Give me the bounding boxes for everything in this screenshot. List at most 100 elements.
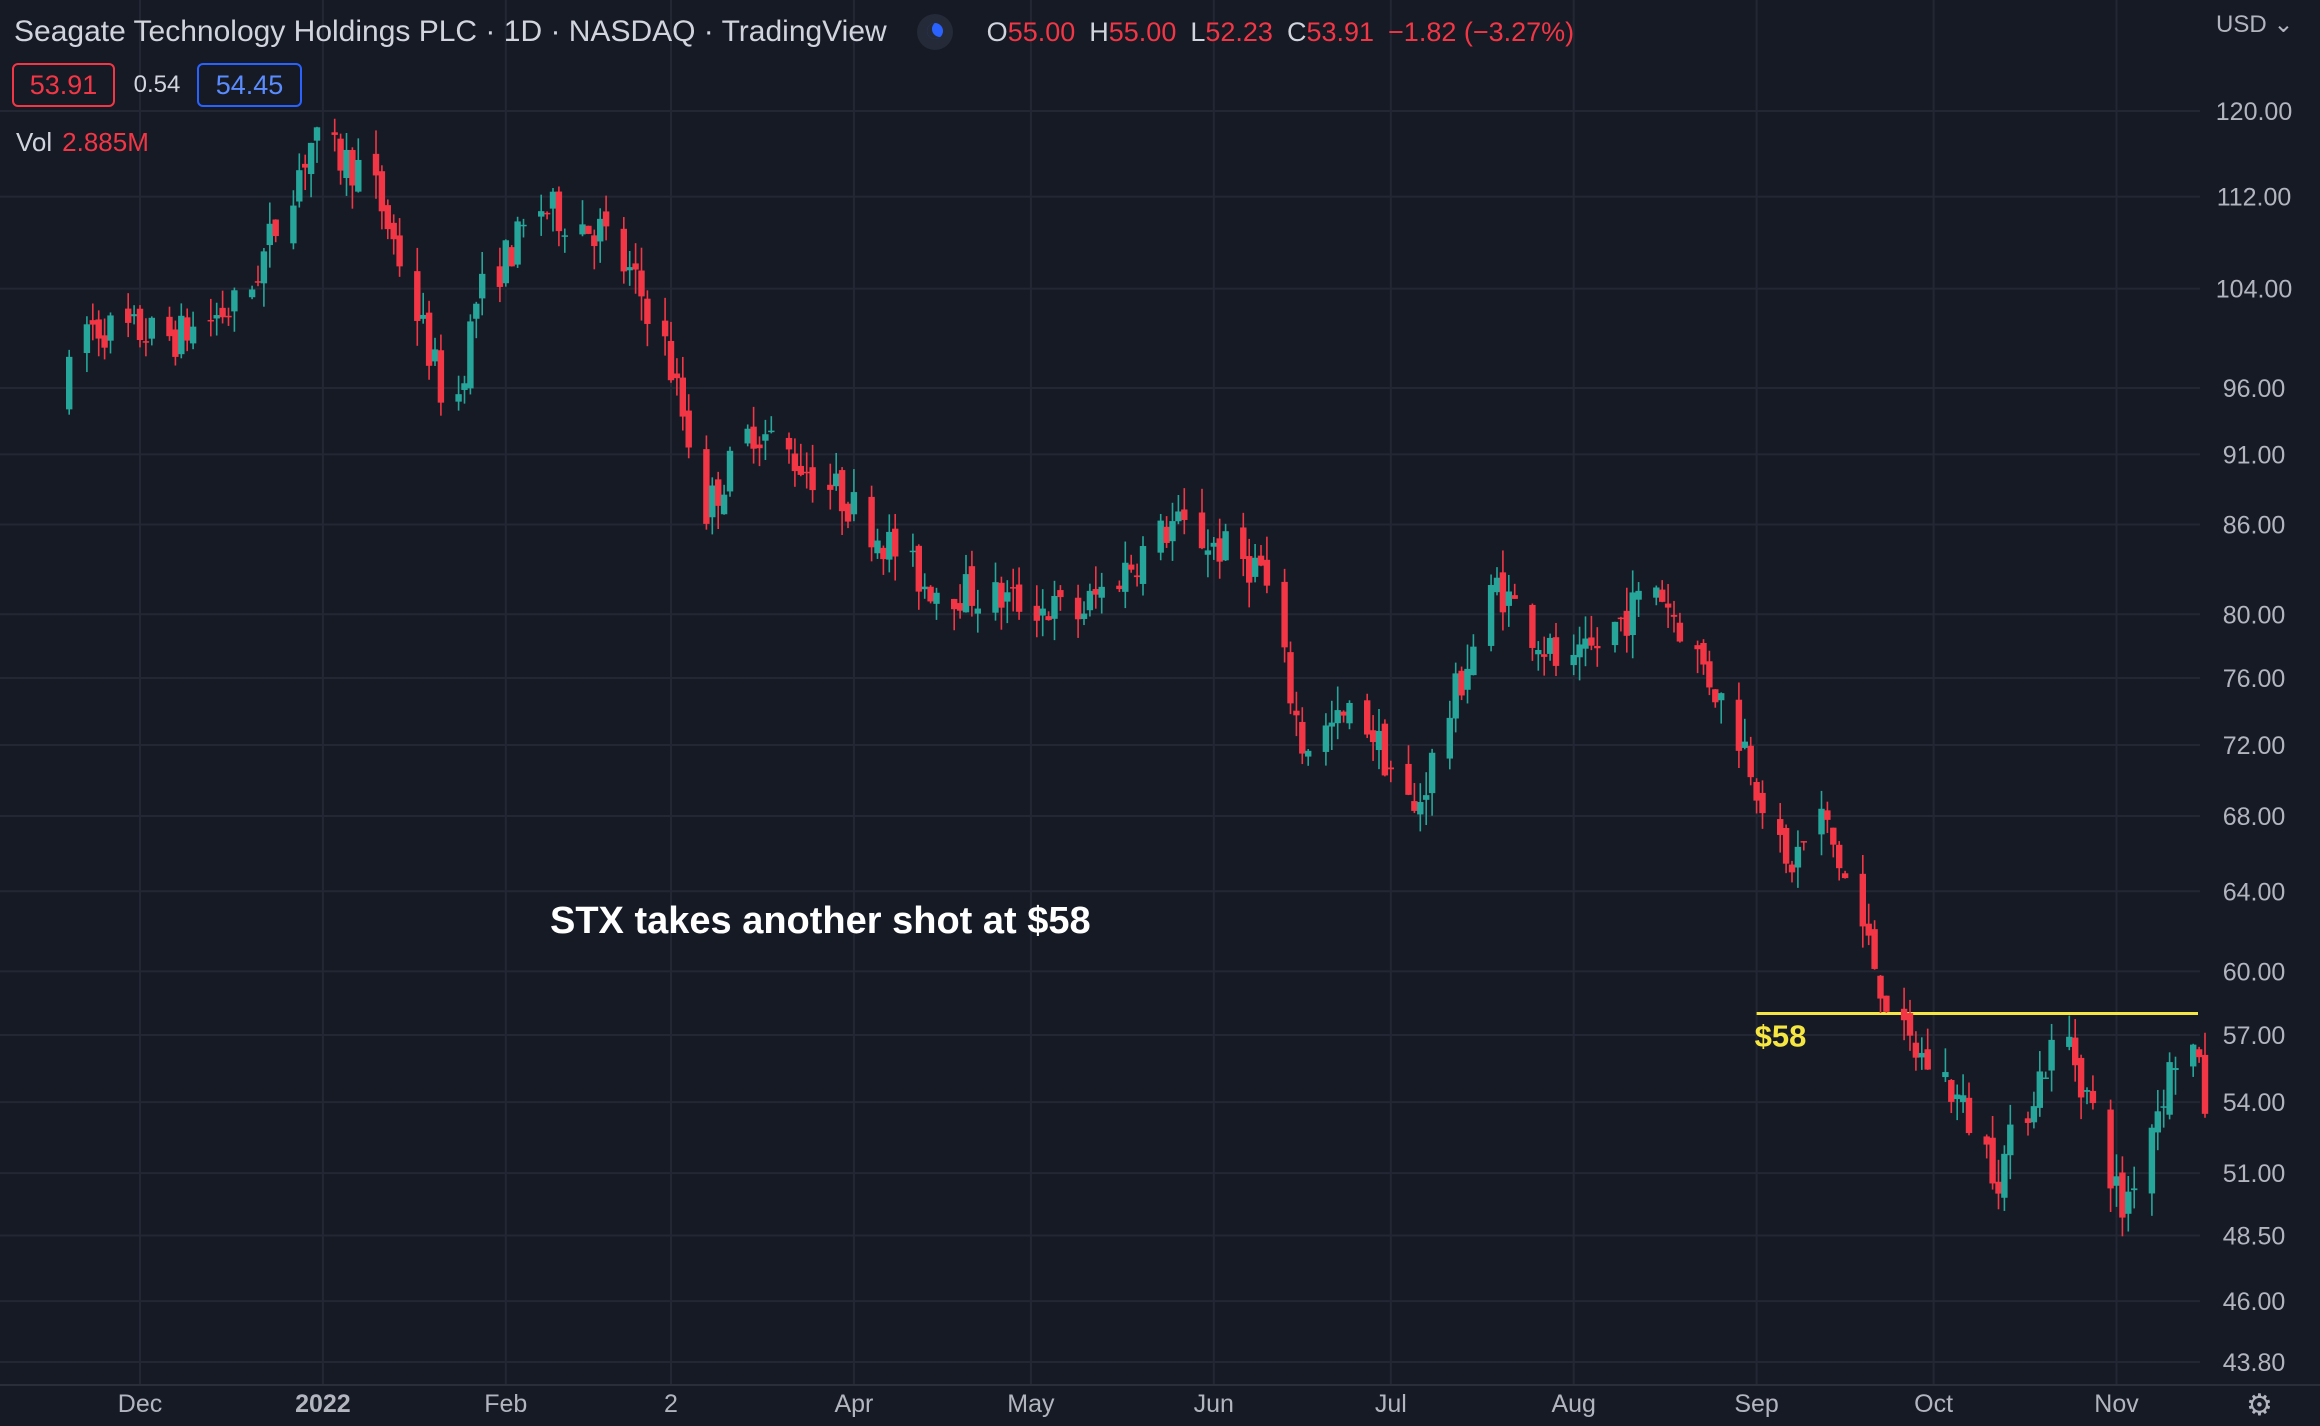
candle-body <box>467 321 474 389</box>
sell-price-box[interactable]: 53.91 <box>12 63 115 107</box>
candle-down <box>1700 639 1707 675</box>
candle-up <box>1918 1037 1925 1070</box>
candle-down <box>1216 518 1223 579</box>
candle-down <box>1623 587 1630 653</box>
candle-body <box>1033 605 1040 621</box>
price-tick-label: 96.00 <box>2223 375 2286 403</box>
candle-down <box>2072 1019 2079 1082</box>
candle-up <box>992 562 999 621</box>
candle-down <box>437 334 445 416</box>
candle-down <box>508 245 515 267</box>
candle-up <box>549 188 557 232</box>
candle-up <box>1098 572 1105 614</box>
candle-body <box>331 132 338 135</box>
close-label: C <box>1286 16 1307 47</box>
candle-down <box>679 356 686 431</box>
candle-body <box>136 308 144 341</box>
candle-body <box>1175 511 1182 522</box>
candle-body <box>685 410 692 448</box>
buy-price-box[interactable]: 54.45 <box>197 63 302 107</box>
low-label: L <box>1190 16 1206 47</box>
candle-up <box>2042 1071 2049 1080</box>
candle-body <box>2083 1090 2091 1092</box>
candle-up <box>886 514 893 573</box>
candle-body <box>892 528 899 557</box>
price-tick-label: 72.00 <box>2223 732 2286 760</box>
market-status-icon[interactable] <box>916 14 953 50</box>
candle-up <box>1446 700 1453 770</box>
candle-down <box>827 463 834 510</box>
candle-up <box>762 419 769 461</box>
currency-selector[interactable]: USD ⌄ <box>2216 10 2293 39</box>
candle-body <box>219 307 226 318</box>
candle-body <box>1487 585 1495 646</box>
candle-body <box>1334 710 1341 724</box>
candle-up <box>2007 1104 2014 1180</box>
candle-down <box>1824 801 1831 834</box>
candle-down <box>951 598 958 631</box>
candle-down <box>1965 1082 1973 1136</box>
candle-up <box>83 316 91 373</box>
price-tick-label: 104.00 <box>2216 276 2292 304</box>
candle-body <box>496 266 504 287</box>
low-value: 52.23 <box>1205 16 1273 47</box>
candle-body <box>1369 730 1377 743</box>
symbol-title[interactable]: Seagate Technology Holdings PLC · 1D · N… <box>14 15 887 48</box>
candle-down <box>225 307 232 326</box>
candle-body <box>1871 929 1878 969</box>
candle-down <box>1588 615 1595 651</box>
candle-body <box>296 170 303 202</box>
candle-up <box>561 228 568 253</box>
candle-body <box>726 450 734 492</box>
candle-body <box>2125 1191 2132 1214</box>
candle-body <box>1057 590 1064 598</box>
candle-body <box>1381 723 1389 776</box>
candle-up <box>768 416 775 434</box>
candle-up <box>921 573 928 599</box>
candle-body <box>1653 587 1660 598</box>
candle-body <box>998 582 1005 608</box>
candle-body <box>1251 557 1259 577</box>
candle-body <box>1541 654 1548 657</box>
candle-body <box>2166 1062 2173 1115</box>
candle-body <box>189 326 197 344</box>
candle-down <box>1659 580 1666 603</box>
candle-body <box>1375 730 1383 751</box>
candle-body <box>1942 1072 1949 1078</box>
candle-down <box>1676 612 1684 643</box>
candle-body <box>956 603 964 611</box>
candle-body <box>384 205 391 230</box>
candle-body <box>1535 650 1542 655</box>
candle-down <box>1299 707 1306 765</box>
candle-body <box>1588 637 1595 646</box>
candle-up <box>874 528 881 559</box>
candle-body <box>868 496 875 548</box>
candle-up <box>1546 633 1554 661</box>
candle-body <box>1074 597 1082 620</box>
candle-down <box>2195 1046 2203 1063</box>
candle-down <box>1405 745 1412 796</box>
candle-up <box>1204 529 1212 578</box>
candle-body <box>1086 590 1094 611</box>
candle-down <box>1281 568 1288 663</box>
candles <box>66 118 2209 1237</box>
candle-down <box>1033 585 1040 638</box>
candle-body <box>184 317 191 341</box>
candle-up <box>1305 749 1312 766</box>
candle-up <box>455 375 462 411</box>
high-label: H <box>1089 16 1109 47</box>
gear-icon[interactable]: ⚙ <box>2246 1389 2273 1422</box>
candle-body <box>2024 1118 2032 1123</box>
candle-down <box>1865 903 1872 946</box>
candle-up <box>1423 772 1430 826</box>
candle-body <box>2001 1153 2008 1198</box>
candle-down <box>1712 689 1719 708</box>
candle-down <box>1246 538 1253 608</box>
candle-up <box>1080 601 1088 626</box>
candle-up <box>1794 830 1802 888</box>
candle-down <box>803 452 810 489</box>
candle-body <box>1706 661 1713 688</box>
candle-up <box>1039 589 1046 637</box>
candle-body <box>337 138 344 171</box>
